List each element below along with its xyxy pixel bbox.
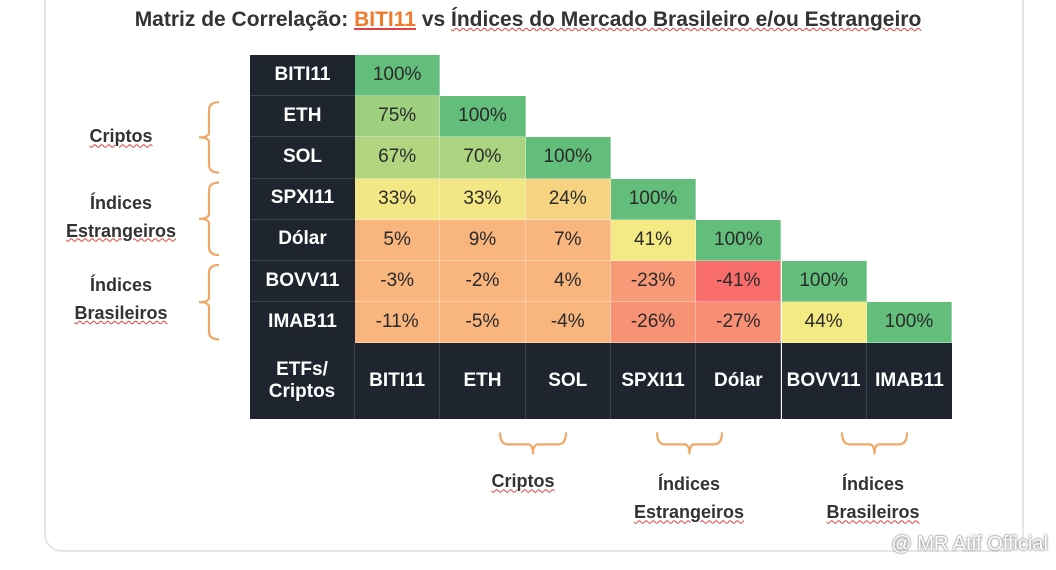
matrix-cell: 100% <box>696 219 782 261</box>
matrix-cell: -4% <box>525 302 611 344</box>
matrix-cell: -3% <box>355 261 441 303</box>
row-header: SPXI11 <box>250 178 355 220</box>
left-group-criptos: Criptos <box>90 123 153 151</box>
title-middle: vs <box>421 8 446 31</box>
watermark: @ MR Atif Official <box>891 533 1048 555</box>
matrix-cell: -41% <box>696 261 782 303</box>
matrix-cell: -23% <box>610 261 697 303</box>
bottom-group-indices-estrangeiros: Índices Estrangeiros <box>634 471 744 527</box>
row-header: Dólar <box>250 219 355 261</box>
matrix-cell: 100% <box>355 55 441 97</box>
left-group-line: Índices <box>90 192 153 213</box>
left-group-indices-brasileiros: Índices Brasileiros <box>75 272 168 328</box>
row-header: SOL <box>250 137 355 179</box>
bottom-group-line: Índices <box>658 474 721 495</box>
column-header: BITI11 <box>355 343 441 420</box>
column-header: ETH <box>440 343 526 420</box>
left-group-indices-estrangeiros: Índices Estrangeiros <box>66 190 176 246</box>
row-header: BITI11 <box>250 55 355 97</box>
corner-header: ETFs/ Criptos <box>250 343 355 420</box>
matrix-cell: 5% <box>355 219 441 261</box>
left-group-line: Estrangeiros <box>66 220 177 241</box>
matrix-cell: 9% <box>440 219 526 261</box>
matrix-cell: -2% <box>440 261 526 303</box>
matrix-cell: 44% <box>781 302 867 344</box>
matrix-cell: -26% <box>610 302 697 344</box>
matrix-cell: 33% <box>440 178 526 220</box>
bottom-group-line: Brasileiros <box>826 502 920 523</box>
matrix-cell: 41% <box>610 219 697 261</box>
chart-title: Matriz de Correlação: BITI11 vs Índices … <box>0 8 1056 32</box>
matrix-cell: 70% <box>440 137 526 179</box>
bottom-group-indices-brasileiros: Índices Brasileiros <box>827 471 920 527</box>
corner-label-line1: ETFs/ <box>276 358 328 380</box>
title-prefix: Matriz de Correlação: <box>134 8 349 31</box>
corner-label-line2: Criptos <box>268 381 336 403</box>
bottom-brace-indices-estrangeiros <box>655 432 724 455</box>
bottom-brace-indices-brasileiros <box>840 432 909 455</box>
matrix-cell: -5% <box>440 302 526 344</box>
matrix-cell: 100% <box>781 261 867 303</box>
left-brace-indices-brasileiros <box>198 263 220 341</box>
bottom-group-line: Estrangeiros <box>634 502 745 523</box>
column-header: SPXI11 <box>610 343 697 420</box>
matrix-cell: 7% <box>525 219 611 261</box>
matrix-cell: 100% <box>440 96 526 138</box>
matrix-cell: 100% <box>525 137 611 179</box>
column-header: SOL <box>525 343 611 420</box>
left-group-line: Índices <box>90 275 153 296</box>
column-header: BOVV11 <box>781 343 867 420</box>
left-brace-criptos <box>198 101 220 174</box>
matrix-cell: -11% <box>355 302 441 344</box>
row-header: IMAB11 <box>250 302 355 344</box>
row-header: ETH <box>250 96 355 138</box>
matrix-cell: 4% <box>525 261 611 303</box>
matrix-cell: 75% <box>355 96 441 138</box>
matrix-cell: 67% <box>355 137 441 179</box>
matrix-cell: -27% <box>696 302 782 344</box>
title-suffix: Índices do Mercado Brasileiro e/ou Estra… <box>451 8 922 31</box>
matrix-cell: 24% <box>525 178 611 220</box>
bottom-group-line: Índices <box>842 474 905 495</box>
matrix-cell: 100% <box>866 302 953 344</box>
bottom-group-criptos: Criptos <box>492 468 555 496</box>
column-header: IMAB11 <box>866 343 953 420</box>
left-group-line: Criptos <box>89 126 153 147</box>
title-highlight: BITI11 <box>354 8 416 31</box>
left-group-line: Brasileiros <box>74 303 168 324</box>
matrix-cell: 100% <box>610 178 697 220</box>
matrix-cell: 33% <box>355 178 441 220</box>
row-header: BOVV11 <box>250 261 355 303</box>
left-brace-indices-estrangeiros <box>198 181 220 257</box>
bottom-brace-criptos <box>498 432 568 455</box>
bottom-group-line: Criptos <box>491 471 555 492</box>
column-header: Dólar <box>696 343 782 420</box>
